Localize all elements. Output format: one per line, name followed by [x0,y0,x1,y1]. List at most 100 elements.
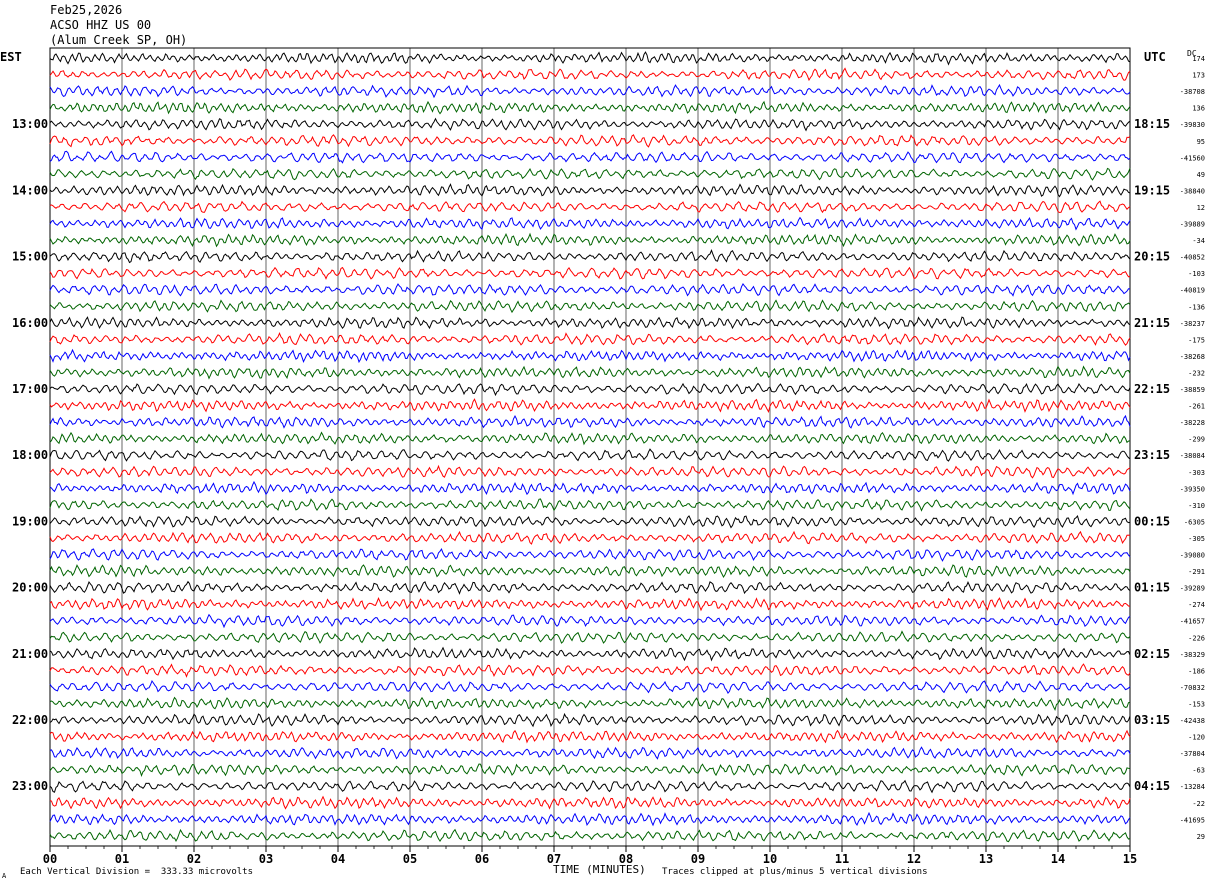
seismic-trace [49,398,1131,414]
local-hour-label: 21:00 [12,647,48,661]
seismic-trace [49,464,1131,479]
dc-offset-label: -39350 [1180,485,1205,493]
seismic-trace [49,100,1131,115]
right-timezone-label: UTC [1144,50,1166,64]
seismic-trace [49,414,1131,429]
x-tick-label: 05 [403,852,417,866]
local-hour-label: 19:00 [12,514,48,528]
dc-offset-label: -38228 [1180,419,1205,427]
dc-offset-label: -38237 [1180,320,1205,328]
utc-hour-label: 20:15 [1134,250,1170,264]
seismic-trace [49,51,1131,66]
x-tick-label: 13 [979,852,993,866]
seismic-trace [49,167,1131,181]
dc-offset-label: -22 [1192,800,1205,808]
seismic-trace [49,266,1131,280]
seismic-trace [49,712,1131,728]
dc-offset-label: -261 [1188,403,1205,411]
x-tick-label: 10 [763,852,777,866]
dc-offset-label: -38084 [1180,452,1205,460]
utc-hour-label: 00:15 [1134,514,1170,528]
dc-offset-label: -291 [1188,568,1205,576]
seismic-trace [49,117,1131,132]
seismic-trace [49,67,1131,82]
dc-offset-label: -274 [1188,601,1205,609]
utc-hour-label: 21:15 [1134,316,1170,330]
seismic-trace [49,746,1131,760]
seismic-trace [49,663,1131,678]
dc-offset-label: 95 [1197,138,1205,146]
seismic-trace [49,299,1131,314]
seismic-trace [49,514,1131,529]
local-hour-label: 17:00 [12,382,48,396]
local-hour-label: 20:00 [12,581,48,595]
dc-offset-label: -38840 [1180,187,1205,195]
dc-offset-label: -37804 [1180,750,1205,758]
seismic-trace [49,480,1131,496]
seismic-trace [49,548,1131,562]
local-hour-label: 16:00 [12,316,48,330]
seismic-trace [49,729,1131,744]
station-code: ACSO HHZ US 00 [50,18,152,32]
seismic-trace [49,249,1131,264]
dc-offset-label: -226 [1188,634,1205,642]
dc-offset-label: -153 [1188,700,1205,708]
seismic-trace [49,331,1131,346]
dc-offset-label: -13284 [1180,783,1205,791]
dc-offset-label: -34 [1192,237,1205,245]
x-tick-label: 00 [43,852,57,866]
dc-offset-label: -42438 [1180,717,1205,725]
dc-offset-label: -39080 [1180,552,1205,560]
seismic-trace [49,83,1131,99]
dc-offset-label: -41657 [1180,618,1205,626]
utc-hour-label: 23:15 [1134,448,1170,462]
seismic-trace [49,183,1131,198]
seismic-trace [49,448,1131,462]
dc-offset-label: 174 [1192,55,1205,63]
local-hour-label: 23:00 [12,779,48,793]
local-hour-label: 13:00 [12,117,48,131]
label-group: 00 01 02 03 04 05 06 07 08 09 10 11 12 13 14 15 174 173 -3… [12,55,1205,866]
plot-grid [49,47,1131,852]
dc-offset-label: -303 [1188,469,1205,477]
dc-offset-label: 49 [1197,171,1205,179]
x-tick-label: 14 [1051,852,1065,866]
seismic-trace [49,365,1131,380]
dc-offset-label: -305 [1188,535,1205,543]
plot-frame [49,47,1131,847]
seismic-trace [49,382,1131,397]
dc-offset-label: -299 [1188,436,1205,444]
dc-offset-label: -63 [1192,767,1205,775]
plot-date: Feb25,2026 [50,3,123,17]
dc-offset-label: -40852 [1180,254,1205,262]
utc-hour-label: 02:15 [1134,647,1170,661]
dc-offset-label: -310 [1188,502,1205,510]
seismic-trace [49,613,1131,629]
x-tick-label: 06 [475,852,489,866]
utc-hour-label: 03:15 [1134,713,1170,727]
trace-group [49,51,1131,843]
dc-offset-label: -136 [1188,303,1205,311]
station-location: (Alum Creek SP, OH) [50,33,188,47]
seismic-trace [49,216,1131,231]
dc-offset-label: -120 [1188,734,1205,742]
seismic-trace [49,431,1131,446]
dc-offset-label: 173 [1192,72,1205,80]
seismic-trace [49,646,1131,662]
x-tick-label: 09 [691,852,705,866]
x-axis-title: TIME (MINUTES) [553,863,646,876]
dc-offset-label: -38708 [1180,88,1205,96]
seismic-trace [49,696,1131,712]
dc-offset-label: 29 [1197,833,1205,841]
dc-offset-label: -41560 [1180,154,1205,162]
seismic-trace [49,232,1131,248]
utc-hour-label: 01:15 [1134,581,1170,595]
left-timezone-label: EST [0,50,22,64]
dc-offset-label: -41695 [1180,816,1205,824]
dc-offset-label: -38859 [1180,386,1205,394]
dc-offset-label: -39289 [1180,585,1205,593]
corner-mark: A [2,872,7,880]
utc-hour-label: 04:15 [1134,779,1170,793]
seismic-trace [49,282,1131,297]
